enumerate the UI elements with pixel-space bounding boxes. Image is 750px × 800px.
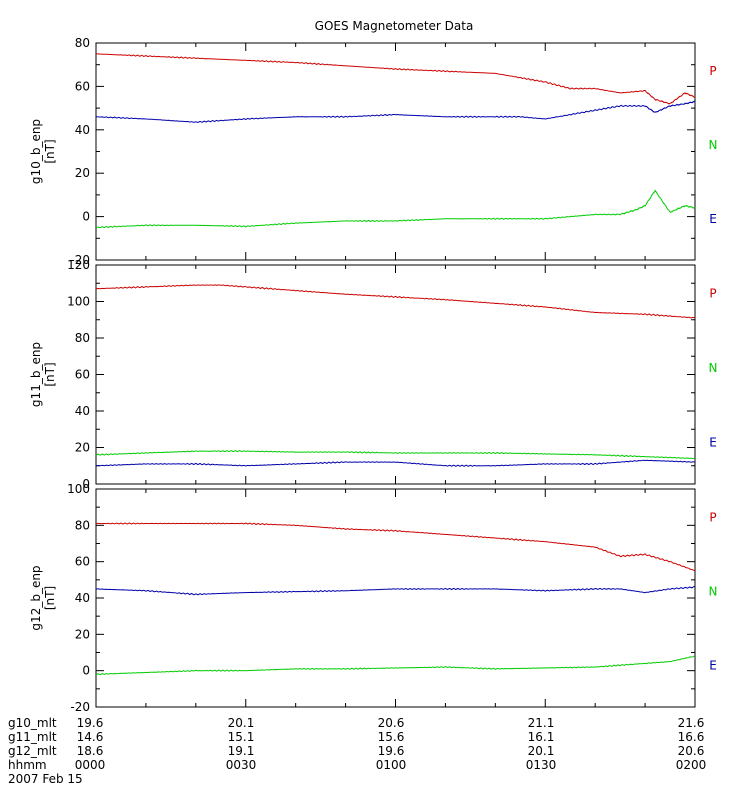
- y-tick-label: 80: [75, 36, 90, 50]
- footer-value: 16.6: [677, 730, 705, 744]
- footer-value: 0130: [525, 758, 557, 772]
- y-axis-unit: [nT]: [43, 362, 57, 386]
- footer-row-label: hhmm: [8, 758, 47, 772]
- series-label-N: N: [709, 361, 718, 375]
- footer-row-g10-mlt: g10_mlt 19.6 20.1 20.6 21.1 21.6: [8, 716, 738, 730]
- y-tick-label: 0: [82, 210, 90, 224]
- y-tick-label: 60: [75, 555, 90, 569]
- series-E-line: [95, 586, 696, 596]
- y-axis-unit: [nT]: [43, 586, 57, 610]
- y-tick-label: -20: [70, 700, 90, 714]
- footer-row-label: g11_mlt: [8, 730, 57, 744]
- y-tick-label: 80: [75, 518, 90, 532]
- series-E-line: [95, 100, 696, 124]
- series-label-E: E: [709, 435, 717, 449]
- footer-value: 20.6: [377, 716, 405, 730]
- footer-value: 20.6: [677, 744, 705, 758]
- series-label-E: E: [709, 212, 717, 226]
- footer-row-label: g10_mlt: [8, 716, 57, 730]
- y-tick-label: 20: [75, 627, 90, 641]
- footer-value: 19.6: [76, 716, 104, 730]
- panel-3: -20 0 20 40 60 80 100 g12_b_enp [nT] P N E: [29, 482, 717, 714]
- y-tick-label: 0: [82, 664, 90, 678]
- footer-row-g12-mlt: g12_mlt 18.6 19.1 19.6 20.1 20.6: [8, 744, 738, 758]
- series-label-P: P: [709, 64, 716, 78]
- footer-value: 15.1: [227, 730, 255, 744]
- series-label-N: N: [709, 138, 718, 152]
- chart-title: GOES Magnetometer Data: [315, 19, 474, 33]
- y-tick-label: 60: [75, 79, 90, 93]
- y-tick-label: 20: [75, 166, 90, 180]
- y-axis-label: g10_b_enp: [29, 119, 43, 184]
- y-tick-label: 40: [75, 404, 90, 418]
- footer-row-g11-mlt: g11_mlt 14.6 15.1 15.6 16.1 16.6: [8, 730, 738, 744]
- footer-value: 21.6: [677, 716, 705, 730]
- y-tick-label: 40: [75, 591, 90, 605]
- footer-value: 20.1: [527, 744, 555, 758]
- plot-frame: [95, 42, 696, 261]
- y-tick-label: -20: [70, 253, 90, 267]
- y-axis-label: g12_b_enp: [29, 565, 43, 630]
- y-axis-label: g11_b_enp: [29, 342, 43, 407]
- y-tick-label: 60: [75, 368, 90, 382]
- y-tick-label: 80: [75, 331, 90, 345]
- footer-value: 19.6: [377, 744, 405, 758]
- footer-value: 0100: [375, 758, 407, 772]
- footer-value: 19.1: [227, 744, 255, 758]
- footer-value: 20.1: [227, 716, 255, 730]
- y-axis-unit: [nT]: [43, 139, 57, 163]
- y-tick-label: 40: [75, 123, 90, 137]
- series-P-line: [95, 284, 696, 319]
- footer-value: 15.6: [377, 730, 405, 744]
- y-tick-label: 0: [82, 477, 90, 491]
- series-label-P: P: [709, 286, 716, 300]
- y-tick-label: 100: [67, 482, 90, 496]
- footer-value: 0200: [675, 758, 707, 772]
- footer-row-label: g12_mlt: [8, 744, 57, 758]
- series-P-line: [95, 522, 696, 572]
- series-N-line: [95, 189, 696, 229]
- footer-value: 0000: [74, 758, 106, 772]
- y-tick-label: 100: [67, 295, 90, 309]
- series-E-line: [95, 459, 696, 467]
- panel-1: -20 0 20 40 60 80 g10_b_enp [nT] P N E: [29, 36, 717, 267]
- footer-value: 21.1: [527, 716, 555, 730]
- footer-value: 16.1: [527, 730, 555, 744]
- time-axis-footer: g10_mlt 19.6 20.1 20.6 21.1 21.6 g11_mlt 14.6 15…: [8, 716, 738, 796]
- series-N-line: [95, 450, 696, 460]
- series-P-line: [96, 53, 696, 105]
- footer-row-hhmm: hhmm 0000 0030 0100 0130 0200: [8, 758, 738, 772]
- panel-2: 0 20 40 60 80 100 120 g11_b_enp [nT] P N E: [29, 258, 717, 491]
- footer-value: 14.6: [76, 730, 104, 744]
- series-label-E: E: [709, 659, 717, 673]
- y-tick-label: 20: [75, 441, 90, 455]
- plot-frame: [95, 264, 696, 485]
- series-label-P: P: [709, 510, 716, 524]
- series-label-N: N: [709, 584, 718, 598]
- series-N-line: [95, 655, 696, 676]
- plot-frame: [95, 488, 696, 708]
- footer-date: 2007 Feb 15: [8, 772, 83, 786]
- footer-value: 0030: [225, 758, 257, 772]
- footer-value: 18.6: [76, 744, 104, 758]
- y-tick-label: 120: [67, 258, 90, 272]
